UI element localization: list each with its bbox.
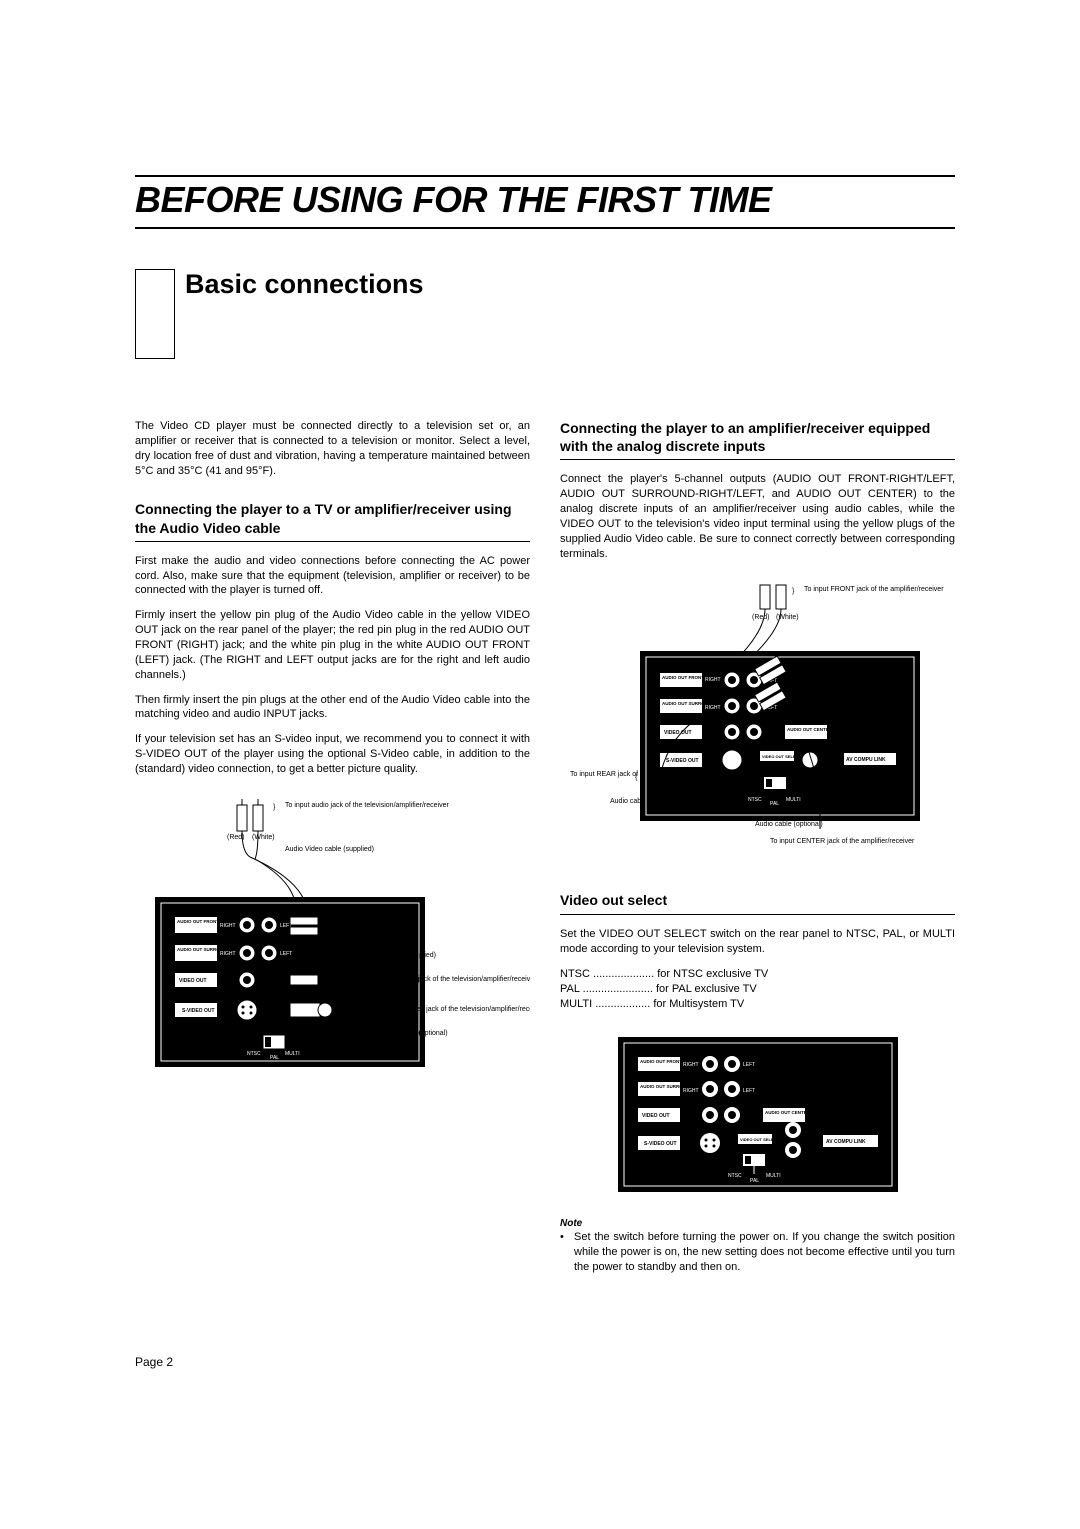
svg-text:}: } xyxy=(273,804,276,811)
svg-text:AUDIO OUT CENTER: AUDIO OUT CENTER xyxy=(765,1110,811,1115)
right-heading1: Connecting the player to an amplifier/re… xyxy=(560,419,955,460)
svg-text:MULTI: MULTI xyxy=(766,1173,781,1179)
right-column: Connecting the player to an amplifier/re… xyxy=(560,419,955,1275)
svg-text:AUDIO OUT CENTER: AUDIO OUT CENTER xyxy=(787,727,833,732)
intro-text: The Video CD player must be connected di… xyxy=(135,419,530,478)
svg-text:S-VIDEO OUT: S-VIDEO OUT xyxy=(644,1141,677,1147)
svg-text:NTSC: NTSC xyxy=(748,797,762,803)
svg-text:PAL: PAL xyxy=(270,1055,279,1061)
svg-text:}: } xyxy=(792,588,795,595)
right-p2: Set the VIDEO OUT SELECT switch on the r… xyxy=(560,927,955,957)
svg-text:S-VIDEO OUT: S-VIDEO OUT xyxy=(182,1008,215,1014)
section-marker-box xyxy=(135,269,175,359)
left-heading: Connecting the player to a TV or amplifi… xyxy=(135,500,530,541)
svg-text:RIGHT: RIGHT xyxy=(220,951,236,957)
svg-text:LEFT: LEFT xyxy=(280,951,292,957)
right-diagram-2: AUDIO OUT FRONT RIGHT LEFT AUDIO OUT SUR… xyxy=(560,1032,955,1197)
svg-text:AUDIO OUT FRONT: AUDIO OUT FRONT xyxy=(640,1059,682,1064)
svg-text:To input S-Video jack of the t: To input S-Video jack of the television/… xyxy=(373,1006,530,1013)
svg-text:AV COMPU LINK: AV COMPU LINK xyxy=(846,757,886,763)
right-diagram-1: } To input FRONT jack of the amplifier/r… xyxy=(560,581,955,861)
note-item: • Set the switch before turning the powe… xyxy=(560,1230,955,1275)
svg-text:To input video jack of the tel: To input video jack of the television/am… xyxy=(373,976,530,983)
svg-text:RIGHT: RIGHT xyxy=(683,1062,699,1068)
svg-text:(Yellow): (Yellow) xyxy=(321,978,346,985)
note-label: Note xyxy=(560,1217,955,1231)
svg-text:AUDIO OUT FRONT: AUDIO OUT FRONT xyxy=(177,919,219,924)
svg-text:→: → xyxy=(363,1006,370,1013)
mode-ntsc: NTSC .................... for NTSC exclu… xyxy=(560,967,955,982)
svg-text:MULTI: MULTI xyxy=(285,1051,300,1057)
svg-text:LEFT: LEFT xyxy=(743,1088,755,1094)
page-number: Page 2 xyxy=(135,1355,173,1369)
left-diagram: } To input audio jack of the television/… xyxy=(135,797,530,1087)
section-title: Basic connections xyxy=(185,269,424,300)
svg-text:PAL: PAL xyxy=(750,1178,759,1184)
svg-text:NTSC: NTSC xyxy=(728,1173,742,1179)
left-p2: Firmly insert the yellow pin plug of the… xyxy=(135,608,530,682)
svg-text:Audio cable (optional): Audio cable (optional) xyxy=(755,821,823,828)
svg-text:NTSC: NTSC xyxy=(247,1051,261,1057)
mode-pal: PAL ....................... for PAL excl… xyxy=(560,982,955,997)
svg-text:VIDEO OUT SELECT: VIDEO OUT SELECT xyxy=(762,754,801,759)
svg-text:PAL: PAL xyxy=(770,801,779,807)
svg-text:Audio Video cable (supplied): Audio Video cable (supplied) xyxy=(347,952,436,959)
svg-text:MULTI: MULTI xyxy=(786,797,801,803)
svg-text:RIGHT: RIGHT xyxy=(220,923,236,929)
right-p1: Connect the player's 5-channel outputs (… xyxy=(560,472,955,561)
svg-text:→: → xyxy=(363,976,370,983)
svg-text:To input audio jack of the tel: To input audio jack of the television/am… xyxy=(285,802,449,809)
svg-text:S-VIDEO OUT: S-VIDEO OUT xyxy=(666,758,699,764)
svg-text:(Red): (Red) xyxy=(752,614,770,621)
svg-text:S-Video cable (optional): S-Video cable (optional) xyxy=(373,1030,448,1037)
svg-text:VIDEO OUT SELECT: VIDEO OUT SELECT xyxy=(740,1137,779,1142)
right-heading2: Video out select xyxy=(560,891,955,915)
svg-text:LEFT: LEFT xyxy=(743,1062,755,1068)
svg-text:VIDEO OUT: VIDEO OUT xyxy=(642,1113,670,1119)
svg-text:(White): (White) xyxy=(252,834,275,841)
svg-text:RIGHT: RIGHT xyxy=(705,705,721,711)
left-p1: First make the audio and video connectio… xyxy=(135,554,530,599)
page-title: BEFORE USING FOR THE FIRST TIME xyxy=(135,175,955,229)
svg-text:AV COMPU LINK: AV COMPU LINK xyxy=(826,1139,866,1145)
mode-multi: MULTI .................. for Multisystem… xyxy=(560,997,955,1012)
svg-text:Audio Video cable (supplied): Audio Video cable (supplied) xyxy=(285,846,374,853)
left-column: The Video CD player must be connected di… xyxy=(135,419,530,1275)
svg-text:To input CENTER jack of the am: To input CENTER jack of the amplifier/re… xyxy=(770,838,915,845)
svg-text:VIDEO OUT: VIDEO OUT xyxy=(664,730,692,736)
svg-text:RIGHT: RIGHT xyxy=(705,677,721,683)
svg-text:VIDEO OUT: VIDEO OUT xyxy=(179,978,207,984)
svg-text:RIGHT: RIGHT xyxy=(683,1088,699,1094)
left-p3: Then firmly insert the pin plugs at the … xyxy=(135,693,530,723)
svg-text:To input FRONT jack of the amp: To input FRONT jack of the amplifier/rec… xyxy=(804,586,944,593)
section-header: Basic connections xyxy=(135,269,955,359)
svg-text:AUDIO OUT FRONT: AUDIO OUT FRONT xyxy=(662,675,704,680)
left-p4: If your television set has an S-video in… xyxy=(135,732,530,777)
